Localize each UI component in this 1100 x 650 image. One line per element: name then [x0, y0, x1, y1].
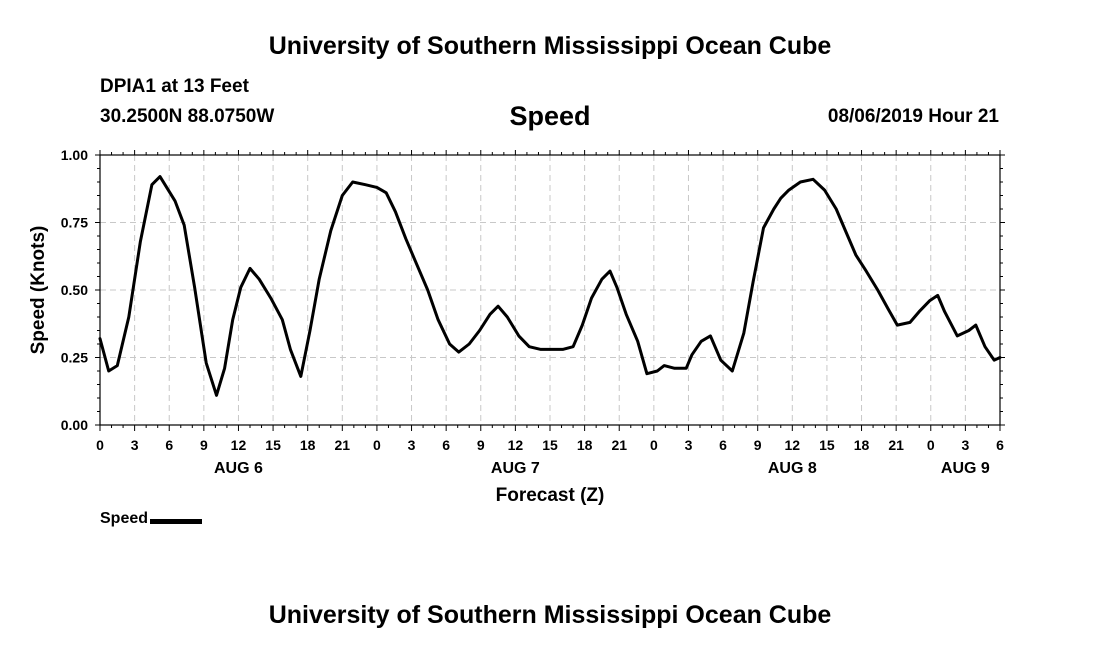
x-tick-label: 6: [165, 437, 173, 453]
x-tick-label: 9: [754, 437, 762, 453]
y-tick-label: 0.75: [61, 215, 88, 231]
x-tick-label: 6: [719, 437, 727, 453]
x-day-label: AUG 7: [491, 460, 540, 477]
x-tick-label: 18: [300, 437, 316, 453]
x-tick-label: 0: [927, 437, 935, 453]
plot-frame: [99, 154, 1001, 426]
x-tick-label: 12: [508, 437, 524, 453]
x-tick-label: 15: [542, 437, 558, 453]
legend: Speed: [100, 510, 203, 528]
x-day-label: AUG 9: [941, 460, 990, 477]
chart-axes: 0.00 0.25 0.50 0.75 1.00 0 3 6 9 12 15 18 21 0 3 6 9 12 15…: [61, 147, 1005, 477]
x-tick-label: 6: [442, 437, 450, 453]
x-tick-label: 3: [685, 437, 693, 453]
station-label: DPIA1 at 13 Feet: [100, 76, 249, 97]
x-day-label: AUG 8: [768, 460, 817, 477]
station-coords: 30.2500N 88.0750W: [100, 106, 275, 127]
x-tick-label: 0: [650, 437, 658, 453]
x-tick-label: 18: [577, 437, 593, 453]
x-tick-label: 3: [131, 437, 139, 453]
chart-title: Speed: [509, 101, 591, 131]
x-tick-label: 6: [996, 437, 1004, 453]
x-tick-label: 3: [408, 437, 416, 453]
page-title: University of Southern Mississippi Ocean…: [268, 32, 832, 60]
x-tick-label: 15: [819, 437, 835, 453]
series-layer: [98, 175, 1002, 397]
x-tick-label: 9: [200, 437, 208, 453]
x-tick-label: 18: [854, 437, 870, 453]
x-day-label: AUG 6: [214, 460, 263, 477]
y-tick-label: 0.25: [61, 350, 88, 366]
x-tick-label: 15: [265, 437, 281, 453]
x-tick-label: 9: [477, 437, 485, 453]
grid-lines: [100, 155, 1000, 425]
series-line-speed: [98, 175, 1002, 397]
y-tick-label: 1.00: [61, 147, 88, 163]
legend-swatch: [150, 518, 203, 524]
x-tick-label: 12: [785, 437, 801, 453]
x-tick-label: 0: [96, 437, 104, 453]
x-tick-label: 21: [611, 437, 627, 453]
x-axis-label: Forecast (Z): [496, 485, 605, 506]
x-tick-label: 21: [888, 437, 904, 453]
y-axis-label: Speed (Knots): [28, 226, 49, 355]
legend-label: Speed: [100, 510, 149, 527]
x-tick-label: 21: [335, 437, 351, 453]
x-tick-label: 0: [373, 437, 381, 453]
x-tick-label: 3: [961, 437, 969, 453]
footer-title: University of Southern Mississippi Ocean…: [268, 601, 832, 629]
x-tick-label: 12: [231, 437, 247, 453]
y-tick-label: 0.50: [61, 282, 88, 298]
y-tick-label: 0.00: [61, 417, 88, 433]
forecast-timestamp: 08/06/2019 Hour 21: [827, 106, 999, 127]
